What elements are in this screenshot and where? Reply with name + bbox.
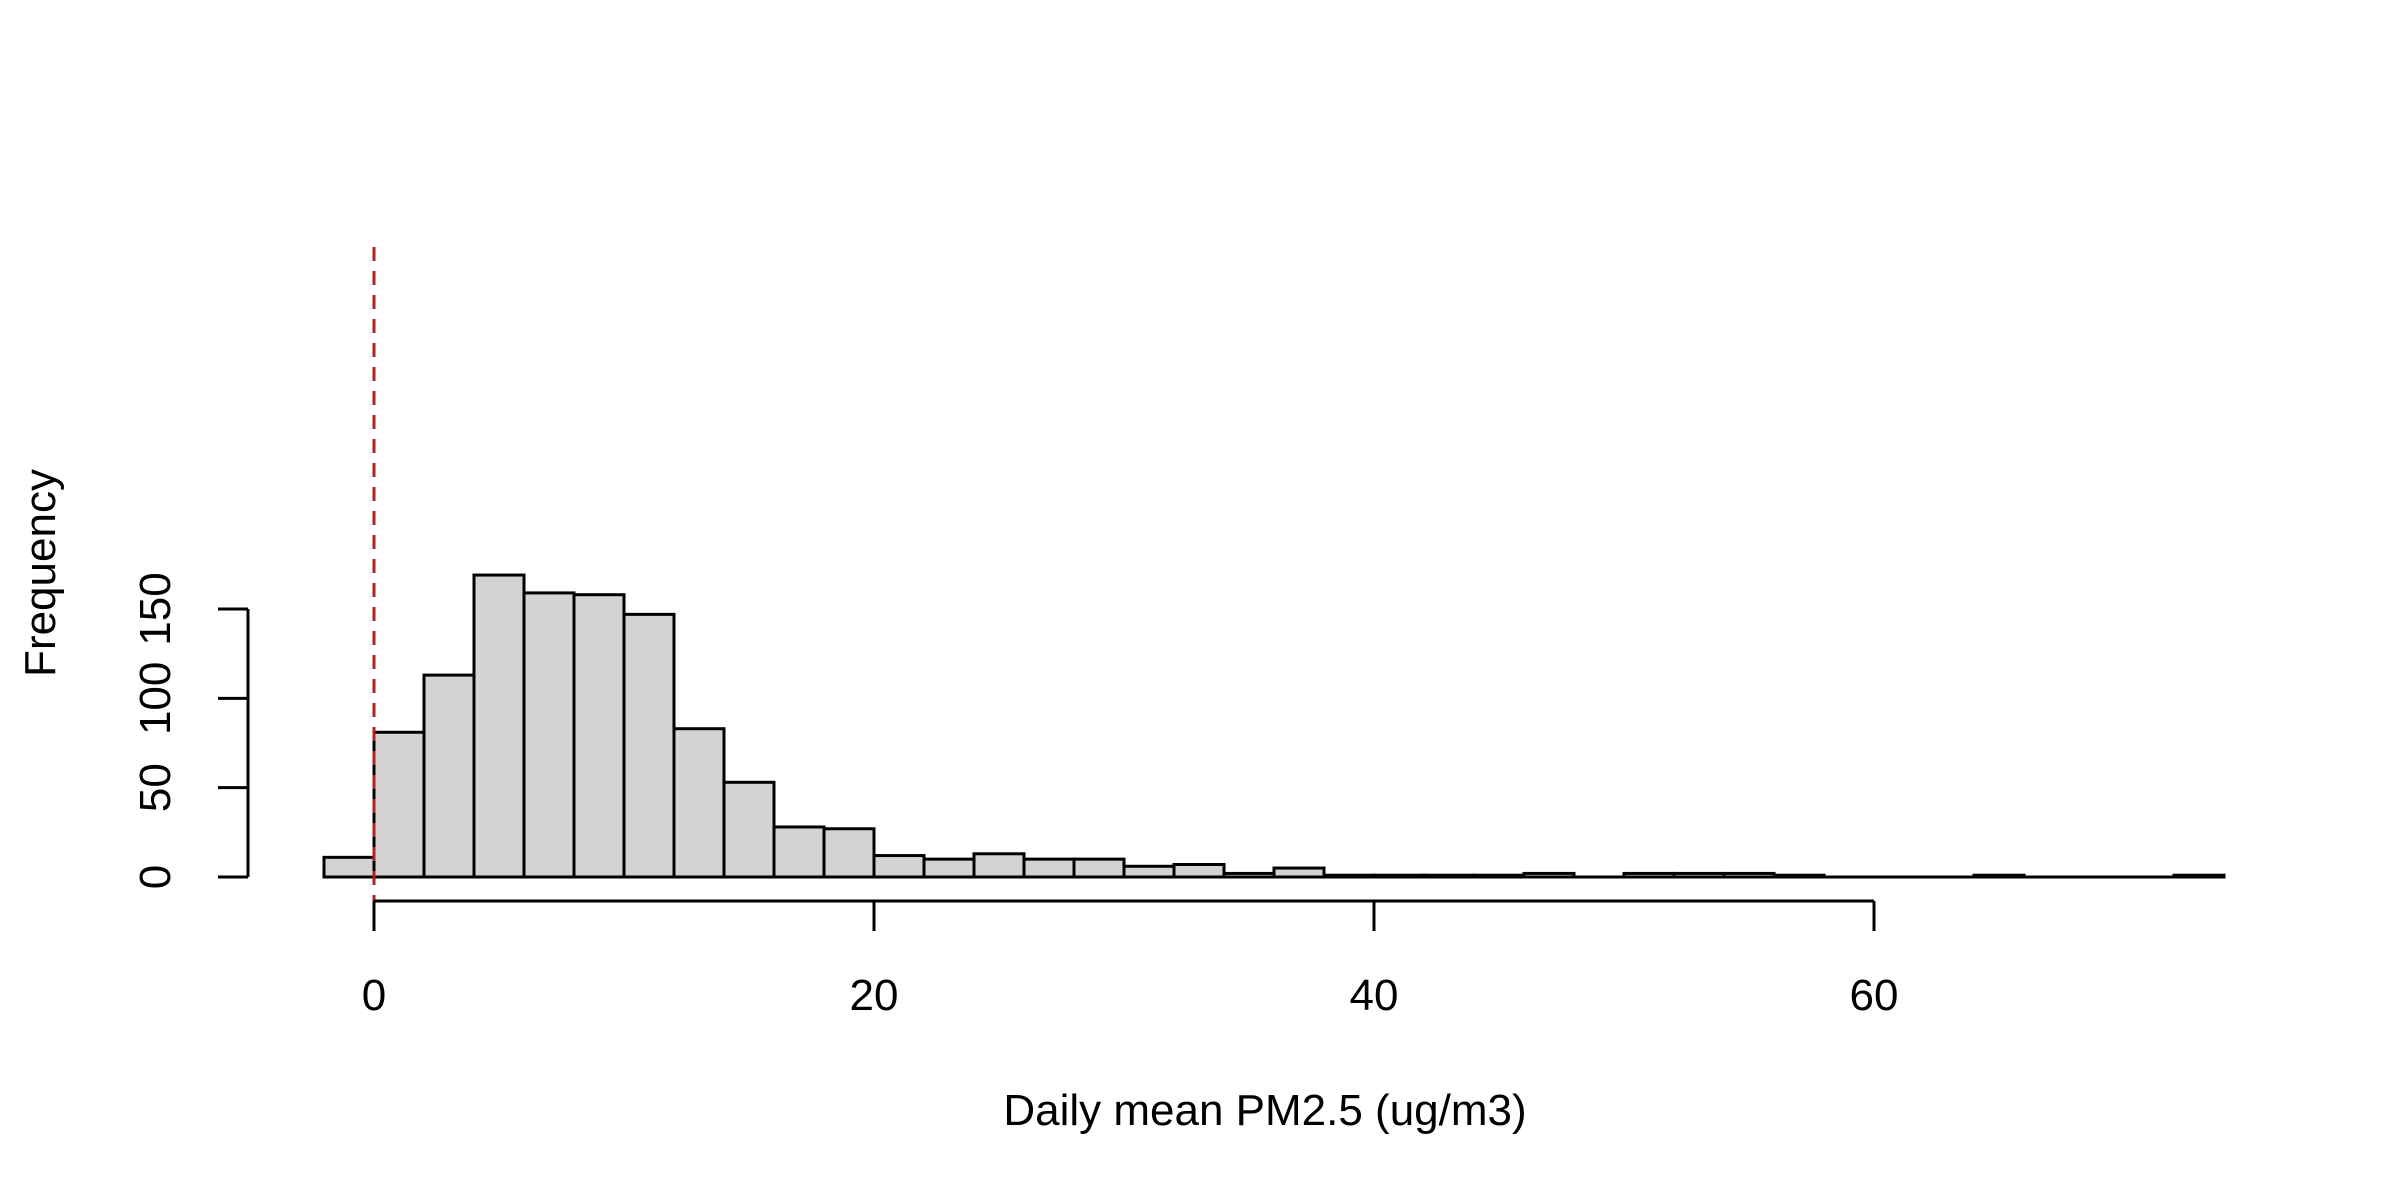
histogram-bar	[1172, 862, 1226, 879]
histogram-bar	[672, 727, 726, 879]
histogram-bars	[322, 573, 2226, 879]
histogram-bar	[1072, 857, 1126, 879]
y-tick-label: 50	[131, 763, 180, 812]
histogram-bar	[1522, 871, 1576, 879]
x-axis: 0 20 40 60	[362, 899, 1899, 1020]
histogram-bar	[1472, 873, 1526, 879]
histogram-bar	[1322, 873, 1376, 879]
histogram-bar	[322, 855, 376, 879]
histogram-bar	[1222, 871, 1276, 879]
histogram-bar	[772, 825, 826, 879]
histogram-bar	[1122, 864, 1176, 879]
x-tick-label: 60	[1850, 971, 1899, 1020]
histogram-bar	[1972, 873, 2026, 879]
histogram-bar	[1272, 866, 1326, 879]
histogram-bar	[572, 593, 626, 879]
x-tick-label: 40	[1350, 971, 1399, 1020]
histogram-bar	[472, 573, 526, 879]
histogram-bar	[872, 854, 926, 879]
histogram-bar	[1722, 871, 1776, 879]
histogram-bar	[372, 730, 426, 879]
histogram-bar	[1022, 857, 1076, 879]
histogram-bar	[522, 591, 576, 879]
histogram-bar	[1622, 871, 1676, 879]
histogram-bar	[1672, 871, 1726, 879]
y-tick-label: 100	[131, 662, 180, 735]
histogram-bar	[2172, 873, 2226, 879]
histogram-bar	[1422, 873, 1476, 879]
y-tick-label: 150	[131, 572, 180, 645]
histogram-bar	[822, 827, 876, 879]
y-axis: 0 50 100 150	[131, 572, 250, 889]
histogram-bar	[422, 673, 476, 879]
x-axis-title: Daily mean PM2.5 (ug/m3)	[1003, 1086, 1526, 1135]
histogram-bar	[1772, 873, 1826, 879]
x-tick-label: 0	[362, 971, 386, 1020]
histogram-bar	[1372, 873, 1426, 879]
y-tick-label: 0	[131, 865, 180, 889]
y-axis-title: Frequency	[16, 469, 65, 677]
x-tick-label: 20	[850, 971, 899, 1020]
histogram-bar	[722, 780, 776, 879]
histogram-bar	[972, 852, 1026, 879]
histogram-bar	[622, 612, 676, 879]
histogram-bar	[922, 857, 976, 879]
